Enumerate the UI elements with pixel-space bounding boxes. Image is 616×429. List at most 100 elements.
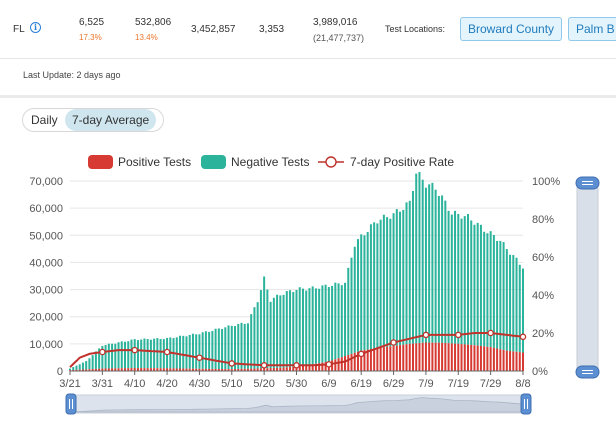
positive-tests-bar (363, 350, 366, 371)
positive-rate-point (293, 362, 300, 369)
positive-rate-point (390, 339, 397, 346)
negative-tests-bar (133, 339, 136, 369)
toggle-daily[interactable]: Daily (31, 113, 58, 127)
negative-tests-bar (318, 288, 321, 364)
positive-tests-bar (424, 342, 427, 371)
positive-tests-bar (253, 368, 256, 371)
positive-tests-bar (434, 342, 437, 371)
positive-tests-bar (366, 349, 369, 371)
negative-tests-bar (466, 213, 469, 345)
vertical-zoom-handle-top[interactable] (575, 176, 600, 190)
positive-tests-bar (272, 367, 275, 371)
info-icon[interactable]: i (30, 22, 41, 33)
positive-tests-bar (441, 342, 444, 371)
y-left-tick-label: 30,000 (29, 285, 63, 297)
negative-tests-bar (162, 339, 165, 369)
negative-tests-bar (182, 335, 185, 369)
negative-tests-bar (208, 331, 211, 369)
positive-tests-bar (301, 365, 304, 371)
positive-tests-bar (120, 368, 123, 371)
negative-tests-bar (376, 223, 379, 348)
negative-tests-bar (340, 285, 343, 358)
negative-tests-bar (479, 224, 482, 346)
negative-tests-bar (518, 264, 521, 353)
vertical-zoom-handle-bottom[interactable] (575, 365, 600, 379)
positive-tests-bar (421, 342, 424, 371)
positive-tests-bar (509, 351, 512, 371)
positive-tests-bar (386, 346, 389, 371)
location-button-broward[interactable]: Broward County (460, 17, 563, 41)
negative-tests-bar (512, 255, 515, 352)
positive-tests-bar (279, 367, 282, 371)
y-right-tick-label: 80% (532, 214, 554, 226)
positive-tests-bar (175, 368, 178, 371)
toggle-7-day-average[interactable]: 7-day Average (65, 109, 157, 131)
negative-tests-bar (75, 365, 78, 370)
last-update: Last Update: 2 days ago (23, 70, 121, 80)
positive-tests-bar (88, 369, 91, 371)
negative-tests-bar (460, 218, 463, 345)
horizontal-zoom-handle-right[interactable] (520, 393, 532, 415)
x-tick-label: 5/10 (221, 378, 242, 390)
negative-tests-bar (331, 285, 334, 361)
negative-tests-bar (347, 267, 350, 355)
negative-tests-bar (402, 209, 405, 345)
negative-tests-bar (124, 341, 127, 369)
section-divider (0, 95, 616, 98)
legend-positive-swatch (88, 155, 113, 169)
positive-tests-bar (431, 342, 434, 371)
positive-tests-bar (479, 345, 482, 371)
positive-tests-bar (240, 368, 243, 371)
horizontal-zoom-handle-left[interactable] (65, 393, 77, 415)
negative-tests-bar (360, 234, 363, 351)
negative-tests-bar (91, 355, 94, 370)
x-tick-label: 7/19 (448, 378, 469, 390)
negative-tests-bar (114, 343, 117, 369)
positive-tests-bar (334, 359, 337, 371)
positive-tests-bar (140, 368, 143, 371)
negative-tests-bar (502, 242, 505, 350)
x-tick-label: 5/30 (286, 378, 307, 390)
negative-tests-bar (344, 282, 347, 357)
negative-tests-bar (153, 338, 156, 369)
negative-tests-bar (515, 257, 518, 352)
positive-tests-bar (473, 345, 476, 371)
positive-tests-bar (489, 347, 492, 371)
state-label: FL (13, 24, 25, 35)
negative-tests-bar (285, 291, 288, 368)
negative-tests-bar (450, 214, 453, 344)
positive-tests-bar (405, 344, 408, 371)
positive-tests-bar (130, 368, 133, 371)
positive-tests-bar (311, 364, 314, 371)
positive-tests-bar (269, 368, 272, 371)
negative-tests-bar (111, 343, 114, 369)
location-button-palm-beach[interactable]: Palm B (568, 17, 616, 41)
positive-tests-bar (259, 368, 262, 371)
negative-tests-bar (98, 348, 101, 369)
negative-tests-bar (457, 214, 460, 344)
negative-tests-bar (431, 182, 434, 343)
positive-tests-bar (179, 368, 182, 371)
positive-tests-bar (136, 368, 139, 371)
negative-tests-bar (234, 326, 237, 370)
negative-tests-bar (243, 323, 246, 369)
positive-rate-point (163, 348, 171, 356)
positive-tests-bar (402, 344, 405, 371)
positive-tests-bar (444, 342, 447, 371)
negative-tests-bar (366, 232, 369, 350)
positive-tests-bar (408, 343, 411, 371)
positive-tests-bar (159, 368, 162, 371)
positive-tests-bar (91, 369, 94, 371)
y-left-tick-label: 60,000 (29, 203, 63, 215)
x-tick-label: 3/31 (92, 378, 113, 390)
positive-tests-bar (224, 369, 227, 371)
positive-tests-bar (221, 369, 224, 371)
negative-tests-bar (246, 323, 249, 369)
stat-value-2: 532,806 (135, 17, 172, 28)
negative-tests-bar (415, 173, 418, 344)
negative-tests-bar (107, 343, 110, 369)
negative-tests-bar (392, 213, 395, 347)
positive-tests-bar (298, 366, 301, 371)
negative-tests-bar (492, 235, 495, 348)
positive-tests-bar (521, 352, 525, 371)
